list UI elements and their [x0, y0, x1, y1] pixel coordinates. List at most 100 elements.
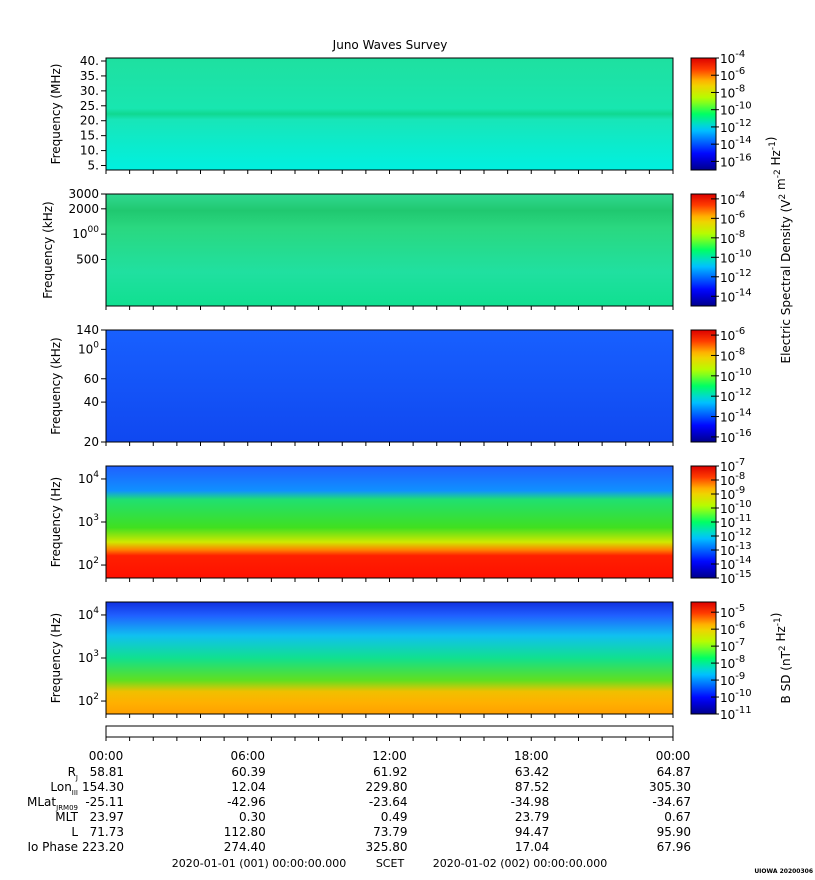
- colorbar-tick-label: 10-14: [720, 408, 752, 425]
- y-tick-label: 500: [76, 252, 99, 266]
- colorbar-tick-label: 10-8: [720, 654, 745, 671]
- y-tick-label: 103: [78, 513, 99, 529]
- y-tick-label: 2000: [68, 202, 99, 216]
- ephemeris-value: 325.80: [366, 840, 408, 854]
- y-tick-label: 140: [76, 323, 99, 337]
- ephemeris-value: 63.42: [515, 765, 549, 779]
- spectrogram-panel-4: 104 103 102 Frequency (Hz): [49, 465, 674, 582]
- spectrogram-image-5: [106, 602, 673, 714]
- x-tick-label: 12:00: [372, 749, 407, 763]
- colorbar-tick-label: 10-7: [720, 637, 745, 654]
- y-tick-label: 104: [78, 606, 99, 622]
- time-range-end: 2020-01-02 (002) 00:00:00.000: [433, 857, 607, 870]
- ephemeris-label: Io Phase: [27, 840, 78, 854]
- y-tick-label: 20.: [80, 114, 99, 128]
- colorbar-3: 10-6 10-8 10-10 10-12 10-14 10-16: [690, 326, 752, 445]
- y-tick-label: 1000: [72, 225, 99, 241]
- ephemeris-value: 154.30: [82, 780, 124, 794]
- colorbar-title-electric: Electric Spectral Density (V2 m-2 Hz-1): [764, 136, 793, 363]
- chart-title: Juno Waves Survey: [332, 38, 448, 52]
- spectrogram-panel-5: 104 103 102 Frequency (Hz): [49, 601, 674, 718]
- colorbar-tick-label: 10-6: [720, 66, 745, 83]
- colorbar-tick-label: 10-4: [720, 49, 745, 66]
- colorbar-2: 10-4 10-6 10-8 10-10 10-12 10-14: [690, 190, 752, 307]
- ephemeris-value: 0.30: [239, 810, 266, 824]
- ephemeris-value: 23.79: [515, 810, 549, 824]
- spectrogram-image-3: [106, 330, 673, 442]
- ephemeris-value: 274.40: [224, 840, 266, 854]
- ephemeris-value: -42.96: [227, 795, 266, 809]
- spectrogram-image-1: [106, 58, 673, 170]
- colorbar-tick-label: 10-9: [720, 671, 745, 688]
- y-tick-label: 60: [84, 372, 99, 386]
- footer-tag: UIOWA 20200306: [754, 868, 813, 875]
- ephemeris-label: RJ: [68, 765, 78, 782]
- ephemeris-value: -34.67: [652, 795, 691, 809]
- ephemeris-value: -25.11: [85, 795, 124, 809]
- ephemeris-value: 61.92: [373, 765, 407, 779]
- y-tick-label: 104: [78, 470, 99, 486]
- colorbar-tick-label: 10-16: [720, 152, 752, 169]
- colorbar-tick-label: 10-8: [720, 83, 745, 100]
- colorbar-tick-label: 10-5: [720, 603, 745, 620]
- ephemeris-value: 71.73: [90, 825, 124, 839]
- y-tick-label: 102: [78, 692, 99, 708]
- y-tick-label: 20: [84, 435, 99, 449]
- x-tick-label: 00:00: [656, 749, 691, 763]
- y-tick-label: 30.: [80, 84, 99, 98]
- ephemeris-label: L: [71, 825, 78, 839]
- ephemeris-value: 73.79: [373, 825, 407, 839]
- y-axis-label: Frequency (MHz): [49, 64, 63, 165]
- ephemeris-label: MLatJRM09: [27, 795, 78, 812]
- y-tick-label: 10.: [80, 144, 99, 158]
- y-tick-label: 100: [78, 340, 99, 356]
- ephemeris-value: 223.20: [82, 840, 124, 854]
- colorbar-tick-label: 10-8: [720, 346, 745, 363]
- colorbar-tick-label: 10-4: [720, 190, 745, 207]
- colorbar-tick-label: 10-6: [720, 326, 745, 343]
- colorbar-tick-label: 10-12: [720, 118, 752, 135]
- y-tick-label: 40: [84, 395, 99, 409]
- colorbar-title-magnetic: B SD (nT2 Hz-1): [769, 613, 793, 704]
- ephemeris-value: 64.87: [657, 765, 691, 779]
- y-tick-label: 3000: [68, 187, 99, 201]
- spectrogram-panel-1: 40.35.30.25.20.15.10.5. Frequency (MHz): [49, 54, 674, 174]
- colorbar-tick-label: 10-10: [720, 688, 752, 705]
- colorbar-scale: [690, 193, 717, 307]
- colorbar-tick-label: 10-10: [720, 248, 752, 265]
- colorbar-scale: [690, 57, 717, 171]
- y-tick-label: 15.: [80, 129, 99, 143]
- time-range-scet: SCET: [376, 857, 405, 870]
- colorbar-tick-label: 10-12: [720, 387, 752, 404]
- colorbar-tick-label: 10-14: [720, 135, 752, 152]
- spectrogram-image-4: [106, 466, 673, 578]
- ephemeris-value: 305.30: [649, 780, 691, 794]
- ephemeris-value: 17.04: [515, 840, 549, 854]
- x-tick-label: 06:00: [230, 749, 265, 763]
- y-tick-label: 103: [78, 649, 99, 665]
- y-tick-label: 35.: [80, 69, 99, 83]
- colorbar-tick-label: 10-8: [720, 229, 745, 246]
- x-tick-label: 18:00: [514, 749, 549, 763]
- time-axis-strip: [105, 725, 674, 738]
- ephemeris-value: 60.39: [231, 765, 265, 779]
- colorbar-tick-label: 10-15: [720, 569, 752, 586]
- colorbar-4: 10-710-810-910-1010-1110-1210-1310-1410-…: [690, 457, 752, 586]
- ephemeris-label: MLT: [55, 810, 78, 824]
- colorbar-tick-label: 10-12: [720, 268, 752, 285]
- ephemeris-value: 112.80: [224, 825, 266, 839]
- ephemeris-value: 0.49: [381, 810, 408, 824]
- spectrogram-image-2: [106, 194, 673, 306]
- y-tick-label: 5.: [88, 159, 99, 173]
- colorbar-tick-label: 10-6: [720, 620, 745, 637]
- ephemeris-value: 23.97: [90, 810, 124, 824]
- colorbar-tick-label: 10-14: [720, 287, 752, 304]
- x-tick-label: 00:00: [89, 749, 124, 763]
- y-axis-label: Frequency (kHz): [41, 201, 55, 298]
- colorbar-tick-label: 10-11: [720, 705, 752, 722]
- ephemeris-value: 67.96: [657, 840, 691, 854]
